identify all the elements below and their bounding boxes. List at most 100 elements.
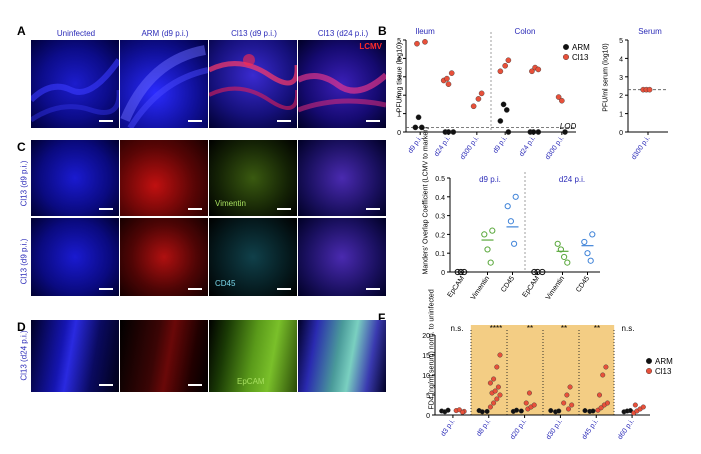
- y-tick-label: 0: [426, 413, 430, 420]
- f-ylabel: FD4 (ng/ml serum) norm. to uninfected: [428, 289, 436, 410]
- e-ylabel: Manders' Overlap Coefficient (LCMV to ma…: [422, 127, 430, 275]
- data-point-cl13: [561, 400, 567, 406]
- data-point-cl13: [559, 97, 565, 104]
- data-point-arm: [445, 129, 452, 135]
- data-point-cl13: [523, 400, 529, 406]
- tissue-texture-3: [209, 54, 297, 110]
- data-point-cl13: [495, 384, 501, 390]
- data-point-cd45: [581, 238, 588, 246]
- data-point-cl13: [460, 409, 466, 415]
- data-point-cd45: [589, 231, 596, 238]
- data-point-cl13: [565, 406, 571, 412]
- y-tick-label: 0: [397, 130, 401, 137]
- data-point-vimentin: [561, 253, 568, 261]
- data-point-cl13: [414, 40, 420, 47]
- micrograph-uninfected: [31, 40, 119, 128]
- data-point-cl13: [529, 68, 535, 75]
- chart-f: 0 5 10 15 20 d3 p.i. d8 p.i. d20 p.i. d30 p.i. d4…: [422, 325, 673, 441]
- y-tick-label: 2: [397, 93, 401, 100]
- legend-marker-arm: [563, 44, 570, 51]
- data-point-arm: [535, 129, 542, 135]
- scale-bar: [99, 120, 113, 122]
- x-tick-label: EpCAM: [522, 275, 542, 299]
- marker-label-vimentin: Vimentin: [215, 199, 246, 208]
- data-point-arm: [415, 114, 422, 121]
- data-point-vimentin: [554, 240, 561, 247]
- x-tick-label: d24 p.i.: [518, 135, 537, 158]
- data-point-cl13: [475, 96, 482, 102]
- legend-marker-arm: [646, 358, 653, 365]
- data-point-arm: [518, 408, 524, 414]
- data-point-cl13: [445, 81, 452, 87]
- data-point-vimentin: [489, 227, 496, 234]
- data-point-vimentin: [487, 259, 494, 266]
- panel-label-d: D: [17, 320, 26, 334]
- micrograph-d-lcmv: [120, 320, 208, 392]
- scale-bar: [366, 120, 380, 122]
- data-point-cl13: [603, 364, 609, 370]
- data-point-vimentin: [564, 259, 571, 266]
- data-point-arm: [556, 408, 562, 414]
- micrograph-c-cd45: CD45: [209, 218, 297, 296]
- tissue-texture-4: [298, 72, 386, 113]
- y-tick-label: 4: [397, 56, 401, 63]
- y-tick-label: 0.5: [435, 176, 445, 183]
- panel-label-f: F: [378, 311, 386, 325]
- f-sig-d30: **: [560, 324, 568, 333]
- data-point-arm: [590, 408, 596, 414]
- data-point-cl13: [600, 372, 606, 378]
- f-sig-d8: ****: [489, 324, 503, 333]
- data-point-cl13: [505, 57, 512, 64]
- scale-bar: [277, 208, 291, 210]
- y-tick-label: 15: [422, 353, 430, 360]
- x-tick-label: d3 p.i.: [440, 418, 457, 438]
- chart-b-serum: 0 1 2 3 4 5 d300 p.i.: [619, 38, 668, 161]
- tissue-texture-2: [120, 45, 208, 128]
- marker-label-epcam: EpCAM: [237, 377, 265, 386]
- data-point-arm: [505, 129, 512, 135]
- legend-marker-cl13: [646, 368, 653, 375]
- data-point-arm: [445, 407, 451, 413]
- data-point-arm: [530, 129, 537, 135]
- y-tick-label: 5: [426, 393, 430, 400]
- data-point-cd45: [587, 257, 594, 264]
- legend-label-cl13: Cl13: [572, 53, 589, 62]
- micrograph-c-lcmv-1: [120, 140, 208, 216]
- x-tick-label: d300 p.i.: [544, 135, 565, 161]
- data-point-cd45: [504, 203, 511, 210]
- data-point-cl13: [526, 390, 532, 396]
- x-tick-label: d24 p.i.: [433, 135, 452, 158]
- micrograph-arm-d9: [120, 40, 208, 128]
- data-point-cl13: [497, 392, 503, 398]
- data-point-cl13: [597, 392, 603, 398]
- x-tick-label: d300 p.i.: [630, 135, 651, 161]
- data-point-vimentin: [484, 246, 491, 253]
- data-point-cl13: [555, 94, 562, 100]
- y-tick-label: 0.2: [435, 232, 445, 239]
- micrograph-c-dapi-1: [31, 140, 119, 216]
- data-point-cd45: [510, 240, 518, 247]
- e-group-d9: d9 p.i.: [479, 175, 501, 184]
- data-point-cl13: [531, 402, 537, 408]
- lod-label: LOD: [559, 122, 577, 131]
- f-sig-d3: n.s.: [450, 324, 464, 333]
- y-tick-label: 0.1: [435, 251, 445, 258]
- data-point-arm: [503, 107, 510, 113]
- data-point-arm: [412, 124, 419, 131]
- tissue-texture-1: [31, 58, 119, 123]
- header-uninfected: Uninfected: [56, 29, 96, 38]
- x-tick-label: Vimentin: [470, 275, 491, 301]
- x-tick-label: CD45: [500, 275, 516, 294]
- marker-label-cd45: CD45: [215, 279, 236, 288]
- scale-bar: [277, 120, 291, 122]
- header-cl13-d9: Cl13 (d9 p.i.): [231, 29, 277, 38]
- data-point-vimentin: [557, 246, 565, 253]
- micrograph-c-merge-2: [298, 218, 386, 296]
- panel-label-c: C: [17, 140, 26, 154]
- scale-bar: [188, 208, 202, 210]
- scale-bar: [188, 288, 202, 290]
- micrograph-c-merge-1: [298, 140, 386, 216]
- scale-bar: [188, 384, 202, 386]
